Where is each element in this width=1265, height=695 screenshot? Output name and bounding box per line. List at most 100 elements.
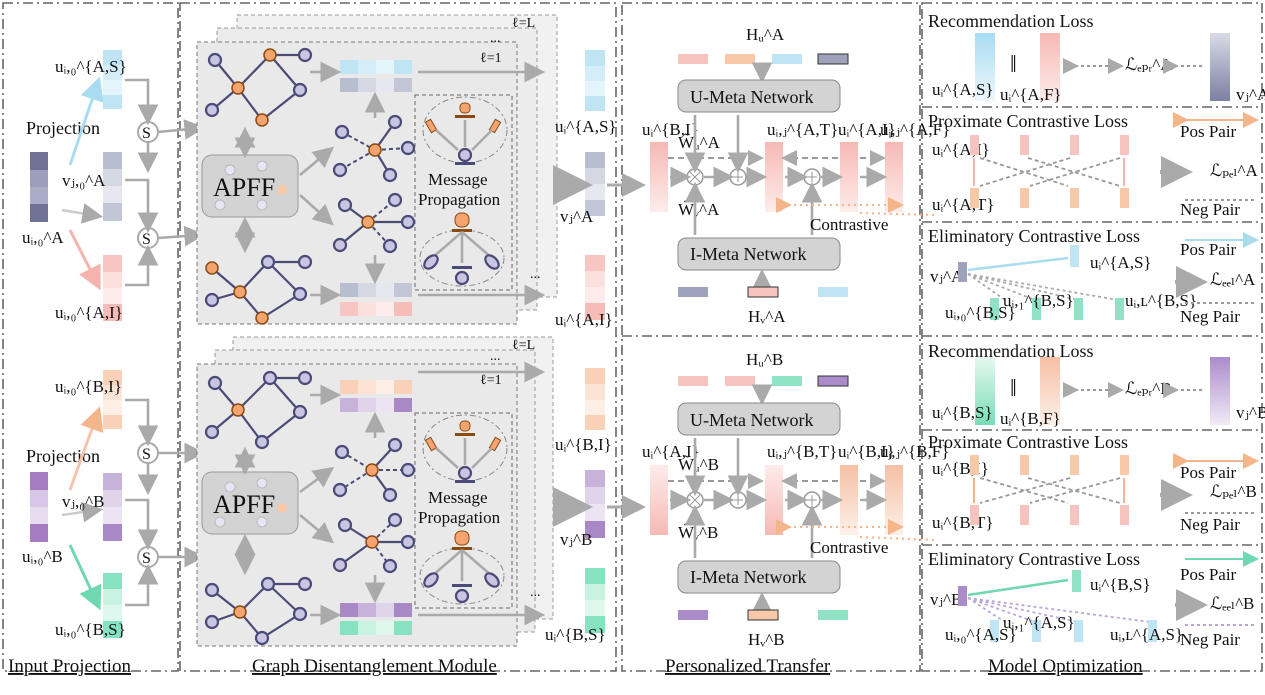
layer-ellipsis-a1: ... — [490, 31, 501, 46]
label-u-bs0: uᵢ,₀^{B,S} — [55, 620, 126, 639]
t-b-i-label: uᵢ^{B,I} — [838, 442, 895, 461]
elim-a-b0-label: uᵢ,₀^{B,S} — [945, 303, 1016, 322]
h-u-a-label: Hᵤ^A — [746, 25, 785, 44]
t-a-in-label: uᵢ^{B,I} — [642, 120, 699, 139]
optimization-b: Recommendation Loss uᵢ^{B,S} ‖ uᵢ^{B,F} … — [928, 341, 1265, 649]
section-title-input: Input Projection — [8, 656, 131, 677]
rec-loss-title-b: Recommendation Loss — [928, 341, 1093, 361]
t-b-t-label: uᵢ,ⱼ^{B,T} — [767, 442, 837, 461]
label-u-ai0: uᵢ,₀^{A,I} — [55, 303, 123, 322]
label-v-a0: vⱼ,₀^A — [62, 171, 106, 190]
transfer-a: Hᵤ^A U-Meta Network uᵢ^{B,I} uᵢ,ⱼ^{A,T} … — [642, 25, 950, 326]
elim-b-al-label: uᵢ,ʟ^{A,S} — [1110, 625, 1183, 644]
sum-node-b2: S — [142, 550, 151, 567]
section-title-optimization: Model Optimization — [988, 656, 1143, 677]
optimization-frame — [921, 2, 1263, 672]
neg-pair-a2: Neg Pair — [1180, 307, 1240, 326]
sum-node-a2: S — [142, 231, 151, 248]
t-a-t-vec — [765, 142, 783, 212]
wu-a-label: W̃ᵤ^A — [678, 133, 721, 152]
elim-b-v-label: vⱼ^B — [930, 590, 962, 609]
embed-u-as0 — [103, 50, 122, 109]
h-v-a-label: Hᵥ^A — [748, 307, 786, 326]
message-label-a: Message — [428, 170, 487, 189]
label-v-b0: vⱼ,₀^B — [62, 492, 104, 511]
l-ecl-a-label: ℒₑₑₗ^A — [1210, 270, 1256, 289]
neg-pair-a1: Neg Pair — [1180, 200, 1240, 219]
sum-node-a1: S — [142, 125, 151, 142]
prox-b-i-label: uᵢ^{B,I} — [932, 459, 989, 478]
pos-pair-a1: Pos Pair — [1180, 122, 1237, 141]
t-a-f-vec — [885, 142, 903, 212]
embed-u-b0 — [30, 472, 48, 542]
neg-pair-b2: Neg Pair — [1180, 630, 1240, 649]
t-a-i-vec — [840, 142, 858, 212]
wv-b-label: W̃ᵥ^B — [678, 523, 718, 542]
prox-a-bars-bottom — [970, 188, 1129, 208]
t-b-t-vec — [765, 465, 783, 535]
prox-b-bars-top — [970, 455, 1129, 475]
graph-mid2-b — [332, 512, 416, 574]
out-label-v-a: vⱼ^A — [560, 207, 594, 226]
rec-a-f-label: uᵢ^{A,F} — [1000, 85, 1062, 104]
layer-1-label-b: ℓ=1 — [480, 373, 502, 388]
elim-a-neg-bars — [990, 298, 1124, 320]
i-meta-label-b: I-Meta Network — [690, 567, 806, 587]
input-b: uᵢ,₀^B Projection uᵢ,₀^{B,I} vⱼ,₀^B uᵢ,₀… — [22, 370, 206, 639]
elim-b-neg-bars — [990, 620, 1157, 642]
layer-embed-bottom-a — [340, 283, 412, 316]
graph-top-a — [204, 47, 313, 127]
graph-mid1-b — [332, 437, 416, 503]
layer-embed-bottom-b — [340, 603, 412, 635]
embed-v-b0 — [103, 473, 122, 541]
out-embed-a-i — [585, 255, 605, 320]
wu-b-label: W̃ᵤ^B — [678, 455, 719, 474]
out-embed-v-b — [585, 470, 605, 538]
graph-mid1-a — [332, 114, 416, 183]
h-v-b-label: Hᵥ^B — [748, 630, 785, 649]
label-u-b0: uᵢ,₀^B — [22, 547, 63, 566]
prox-a-i-label: uᵢ^{A,I} — [932, 140, 990, 159]
transfer-b: Hᵤ^B U-Meta Network uᵢ^{A,I} uᵢ,ⱼ^{B,T} … — [642, 350, 949, 649]
message-propagation-box-a — [414, 94, 513, 291]
t-b-in-label: uᵢ^{A,I} — [642, 442, 700, 461]
graph-bottom-a — [204, 254, 313, 325]
input-projection-frame — [2, 2, 179, 672]
embed-u-a0 — [30, 152, 48, 222]
elim-a-v-label: vⱼ^A — [930, 267, 964, 286]
prox-b-t-label: uᵢ^{B,T} — [932, 513, 994, 532]
contrastive-label-a: Contrastive — [810, 215, 888, 234]
prox-a-t-label: uᵢ^{A,T} — [932, 195, 995, 214]
rec-b-f-label: uᵢ^{B,F} — [1000, 409, 1061, 428]
out-label-b-s: uᵢ^{B,S} — [545, 625, 606, 644]
out-embed-a-s — [585, 50, 605, 111]
graph-mid2-a — [332, 192, 416, 254]
prox-loss-title-b: Proximate Contrastive Loss — [928, 432, 1128, 452]
graph-top-b — [204, 370, 313, 450]
layer-ellipsis-a2: ... — [530, 267, 541, 282]
optimization-a: Recommendation Loss uᵢ^{A,S} ‖ uᵢ^{A,F} … — [928, 11, 1265, 326]
layer-embed-top-b — [340, 380, 412, 412]
graph-module-b: ℓ=L ... ℓ=1 ... APFF — [196, 336, 646, 647]
pos-pair-a2: Pos Pair — [1180, 240, 1237, 259]
rec-a-v-label: vⱼ^A — [1236, 85, 1265, 104]
embed-u-bs0 — [103, 573, 122, 638]
elim-b-a0-label: uᵢ,₀^{A,S} — [945, 625, 1017, 644]
elim-b-s-label: uᵢ^{B,S} — [1090, 575, 1151, 594]
out-label-v-b: vⱼ^B — [560, 530, 592, 549]
wv-a-label: W̃ᵥ^A — [678, 200, 720, 219]
u-meta-network-a — [677, 79, 841, 113]
parallel-a: ‖ — [1010, 52, 1017, 78]
transfer-frame — [621, 2, 921, 672]
graph-module-frame — [179, 2, 617, 672]
t-a-in-vec — [650, 142, 668, 212]
t-b-in-vec — [650, 465, 668, 535]
l-pcl-b-label: ℒₚₑₗ^B — [1210, 482, 1257, 501]
elim-loss-title-b: Eliminatory Contrastive Loss — [928, 549, 1140, 569]
label-u-bi0: uᵢ,₀^{B,I} — [55, 377, 122, 396]
elim-a-b1-label: uᵢ,₁^{B,S} — [1003, 291, 1074, 310]
t-b-i-vec — [840, 465, 858, 535]
message-label-b: Message — [428, 488, 487, 507]
contrastive-label-b: Contrastive — [810, 538, 888, 557]
pos-pair-b2: Pos Pair — [1180, 565, 1237, 584]
